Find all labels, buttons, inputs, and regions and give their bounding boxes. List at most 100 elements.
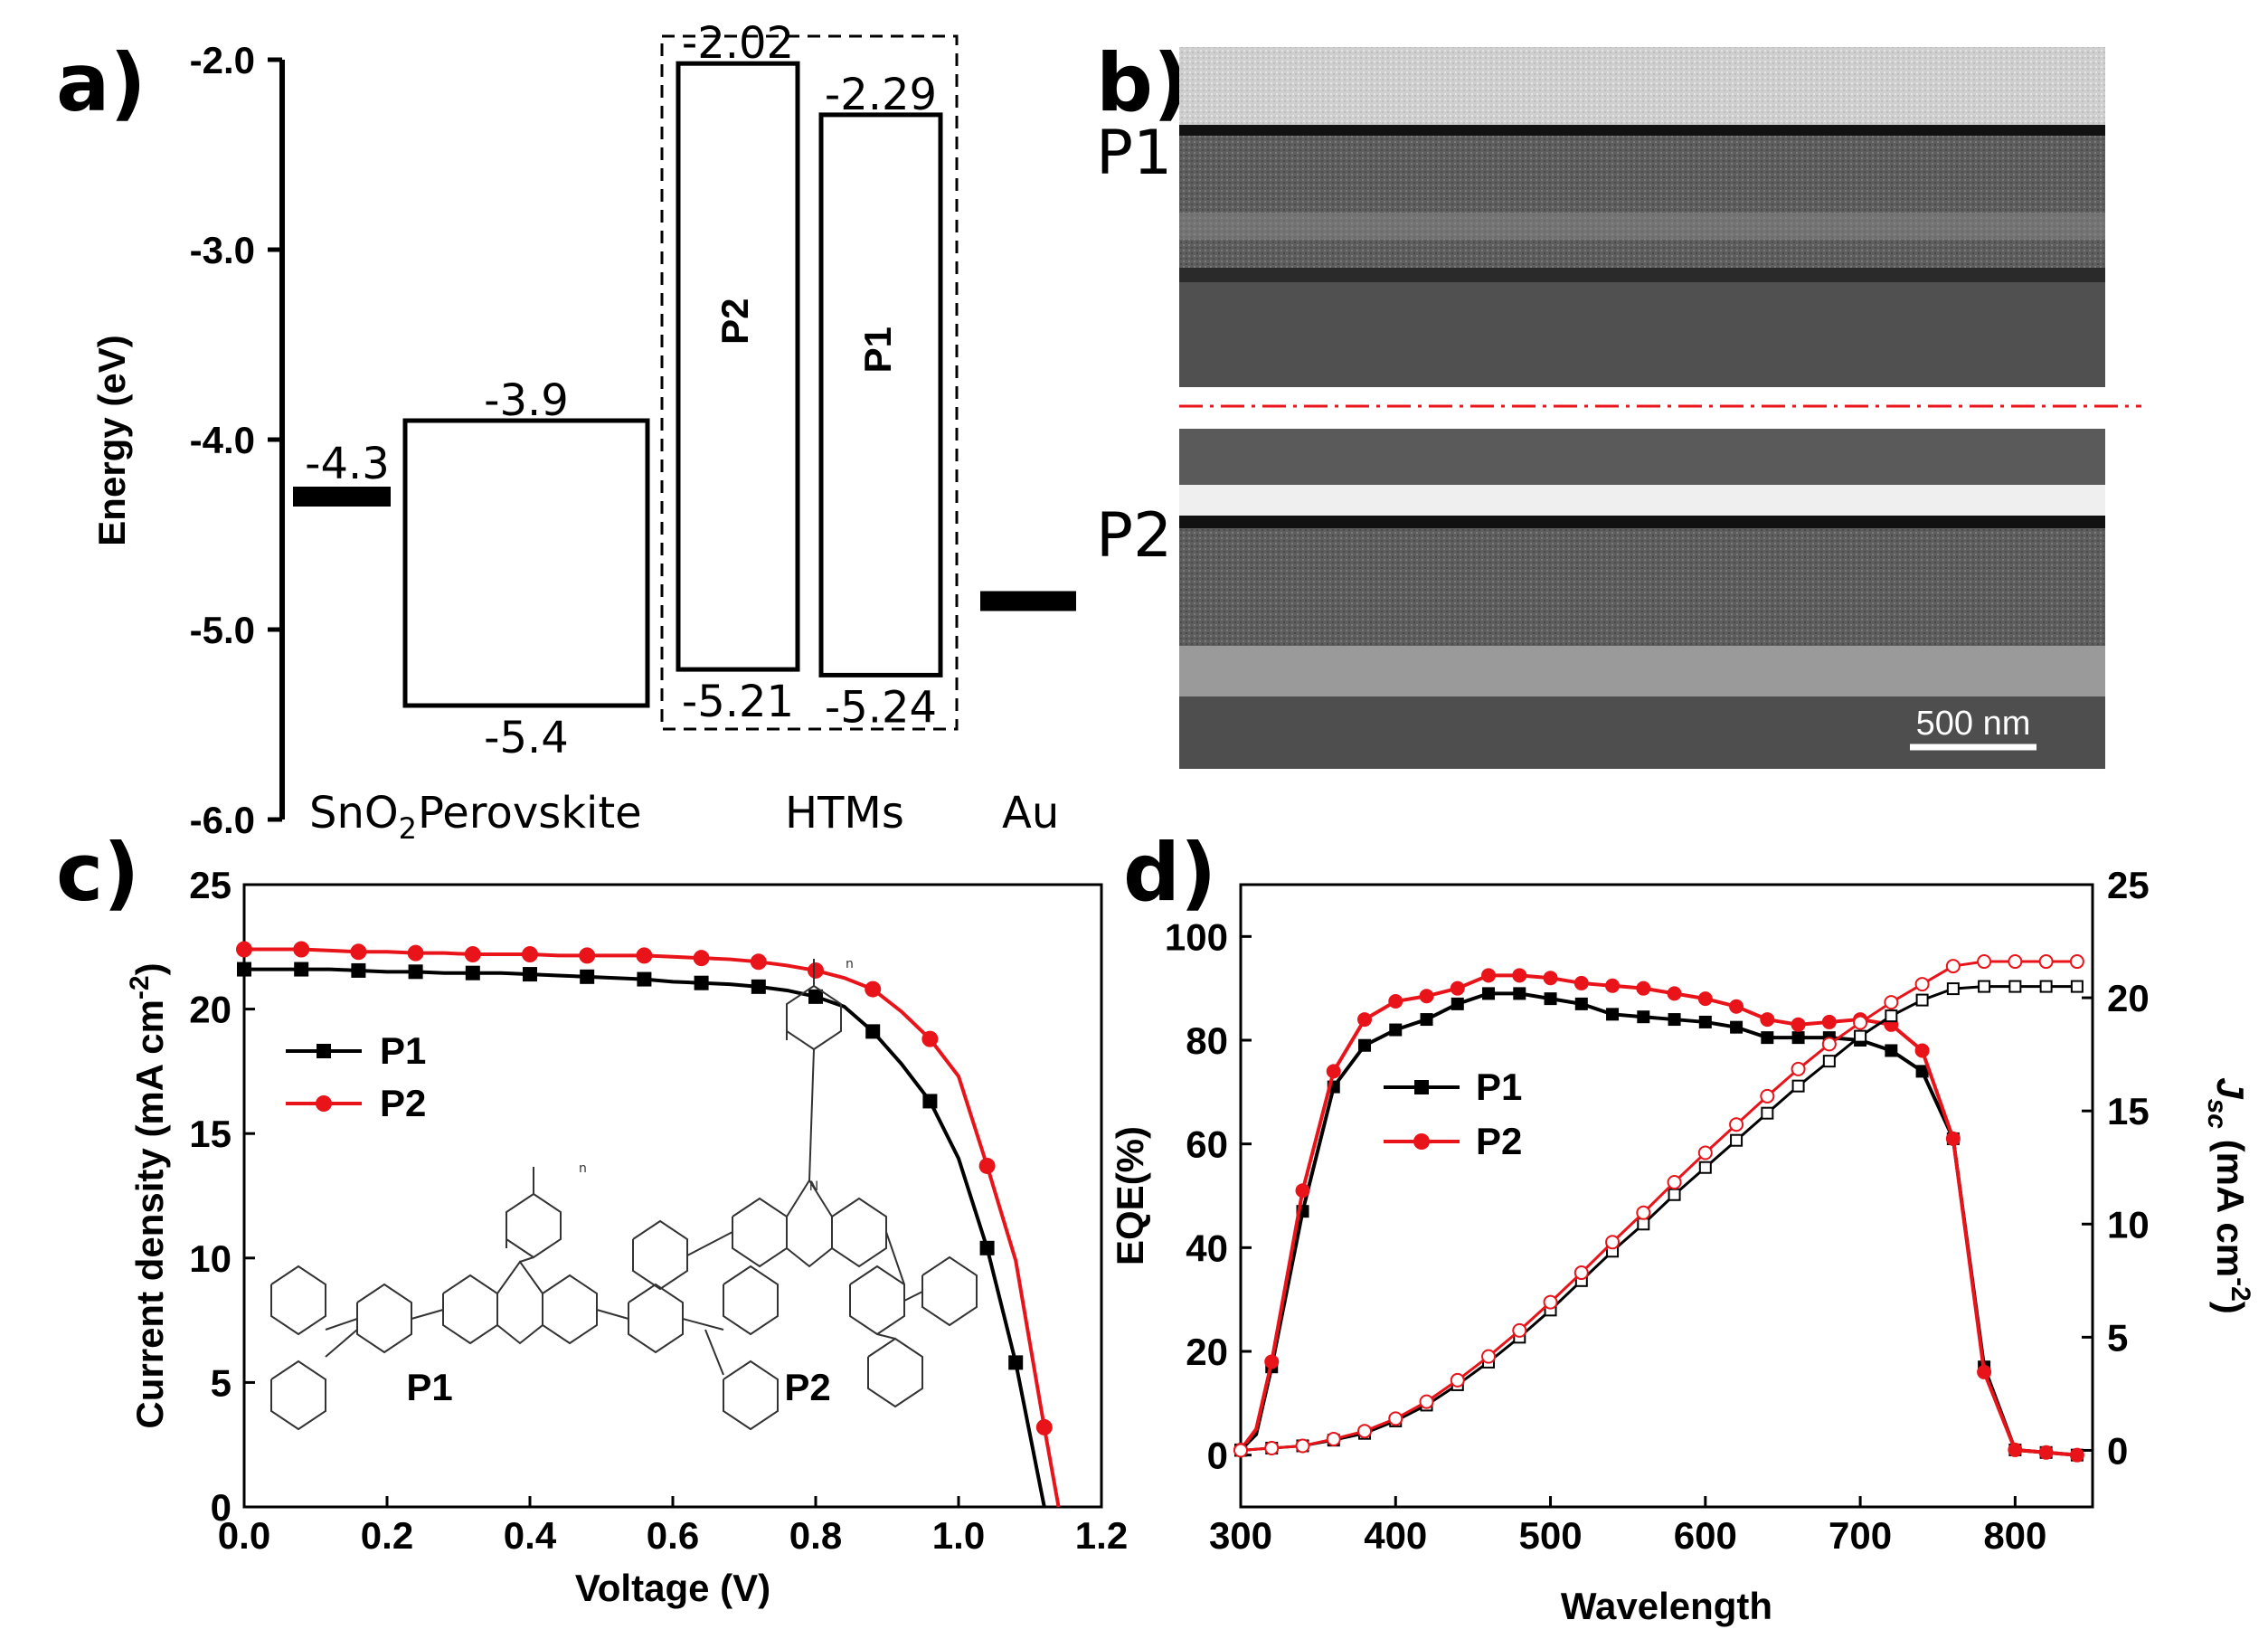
- eqe-ticks: 300 400 500 600 700 800 0 20 40 60 80 100 0 5 10 15 20 25: [1165, 864, 2150, 1557]
- jsc-point: [1914, 977, 1930, 992]
- level-au: [980, 591, 1076, 611]
- molecule-p2-n-atom: N: [809, 1180, 818, 1194]
- jsc-point: [1264, 1440, 1280, 1455]
- eqe-point: [1389, 1023, 1403, 1037]
- eqe-point: [1358, 1038, 1372, 1052]
- jsc-point: [2008, 980, 2022, 993]
- jsc-point: [2008, 954, 2023, 970]
- eqe-y-tick-label: 100: [1165, 915, 1228, 958]
- jsc-point: [1945, 959, 1961, 974]
- jv-ticks: 0.0 0.2 0.4 0.6 0.8 1.0 1.2 0 5 10 15 20 25: [189, 864, 1128, 1557]
- jv-point: [579, 947, 596, 964]
- energy-tick-label: -4.0: [190, 419, 255, 461]
- eqe-point: [1636, 981, 1651, 996]
- jv-chart: 0.0 0.2 0.4 0.6 0.8 1.0 1.2 0 5 10 15 20 25 Voltage …: [125, 864, 1128, 1609]
- jv-point: [237, 962, 251, 977]
- jv-point: [865, 1024, 881, 1039]
- eqe-point: [1481, 968, 1497, 983]
- eqe-point: [1914, 1043, 1930, 1058]
- panel-label-b: b): [1096, 36, 1189, 129]
- eqe-point: [1885, 1044, 1898, 1057]
- eqe-point: [1791, 1031, 1805, 1045]
- level-box-p2: [676, 61, 800, 672]
- level-name: P1: [856, 327, 899, 373]
- jv-y-axis-label: Current density (mA cm-2): [125, 962, 171, 1428]
- jsc-point: [1573, 1265, 1589, 1281]
- jv-x-tick-label: 0.2: [361, 1514, 413, 1557]
- jsc-point: [1512, 1322, 1527, 1338]
- sem-image-p2: [1179, 429, 2105, 769]
- jv-legend-p1: P1: [380, 1029, 426, 1072]
- jsc-point: [1668, 1188, 1681, 1201]
- jsc-point: [2069, 954, 2084, 970]
- jv-point: [750, 953, 767, 971]
- level-top-label: -2.02: [682, 18, 794, 69]
- eqe-plot-frame: [1239, 883, 2094, 1509]
- eqe-point: [2069, 1447, 2084, 1463]
- jv-legend: P1 P2: [286, 1029, 426, 1124]
- jsc-y-tick-label: 15: [2107, 1090, 2150, 1132]
- jsc-point: [1636, 1205, 1651, 1220]
- molecule-p1-n-marker: n: [579, 1161, 587, 1176]
- molecule-p1-structure: [270, 1167, 779, 1431]
- level-box-p1: [818, 112, 943, 677]
- eqe-point: [1513, 987, 1526, 1000]
- jsc-point: [1791, 1061, 1806, 1076]
- jsc-point: [1885, 1009, 1898, 1023]
- jv-series: [236, 941, 1061, 1508]
- jsc-point: [1853, 1015, 1868, 1030]
- eqe-point: [1915, 1065, 1929, 1078]
- jv-point: [465, 965, 480, 981]
- molecule-label-p1: P1: [406, 1366, 452, 1408]
- jv-y-tick-label: 15: [189, 1113, 232, 1155]
- jv-point: [978, 1157, 996, 1174]
- htm-dashed-group: [660, 34, 959, 731]
- jv-point: [523, 967, 537, 982]
- eqe-x-tick-label: 400: [1364, 1514, 1427, 1557]
- eqe-line-p1-jsc: [1240, 985, 2077, 1452]
- jsc-point: [1637, 1217, 1650, 1231]
- jv-point: [293, 941, 310, 958]
- eqe-point: [1730, 1020, 1744, 1034]
- jsc-point: [1977, 954, 1992, 970]
- jv-point: [294, 962, 309, 977]
- jv-point: [637, 971, 652, 987]
- eqe-point: [1791, 1017, 1806, 1032]
- level-bottom-label: -5.4: [484, 713, 569, 763]
- eqe-y-tick-label: 60: [1186, 1123, 1228, 1166]
- jsc-point: [2038, 954, 2054, 970]
- eqe-chart: 300 400 500 600 700 800 0 20 40 60 80 100 0 5 10 15 20 25…: [1109, 864, 2255, 1627]
- jsc-y-axis-label: Jsc (mA cm-2): [2202, 1077, 2255, 1314]
- jsc-y-tick-label: 20: [2107, 977, 2150, 1019]
- eqe-point: [1697, 991, 1713, 1007]
- eqe-point: [1482, 987, 1496, 1000]
- eqe-point: [1574, 997, 1588, 1010]
- eqe-point: [1264, 1354, 1280, 1369]
- energy-levels: -4.3 -3.9 -5.4 -2.02 -5.21 P2 -2.29 -5.24 P1: [293, 18, 1076, 763]
- sem-label-p1: P1: [1096, 118, 1172, 189]
- molecule-p2-structure: [632, 959, 978, 1408]
- eqe-point: [1450, 981, 1465, 996]
- eqe-point: [2038, 1445, 2054, 1460]
- energy-tick-label: -3.0: [190, 229, 255, 271]
- eqe-point: [1760, 1012, 1775, 1028]
- scale-bar-label: 500 nm: [1916, 705, 2031, 743]
- eqe-point: [1637, 1010, 1650, 1024]
- jv-plot-frame: [242, 883, 1103, 1509]
- level-top-label: -3.9: [484, 375, 569, 426]
- energy-axis-label: Energy (eV): [90, 335, 133, 545]
- eqe-point: [2008, 1442, 2023, 1457]
- jsc-point: [1761, 1106, 1774, 1120]
- jv-y-tick-label: 10: [189, 1237, 232, 1280]
- jv-point: [464, 946, 481, 963]
- eqe-point: [1605, 978, 1621, 993]
- jsc-point: [1822, 1055, 1836, 1068]
- energy-tick-label: -6.0: [190, 799, 255, 841]
- jv-point: [922, 1094, 938, 1109]
- molecule-p2-n-marker: n: [846, 957, 854, 971]
- eqe-point: [1544, 992, 1557, 1006]
- eqe-x-tick-label: 600: [1674, 1514, 1737, 1557]
- eqe-point: [1357, 1012, 1373, 1028]
- eqe-y-tick-label: 80: [1186, 1019, 1228, 1062]
